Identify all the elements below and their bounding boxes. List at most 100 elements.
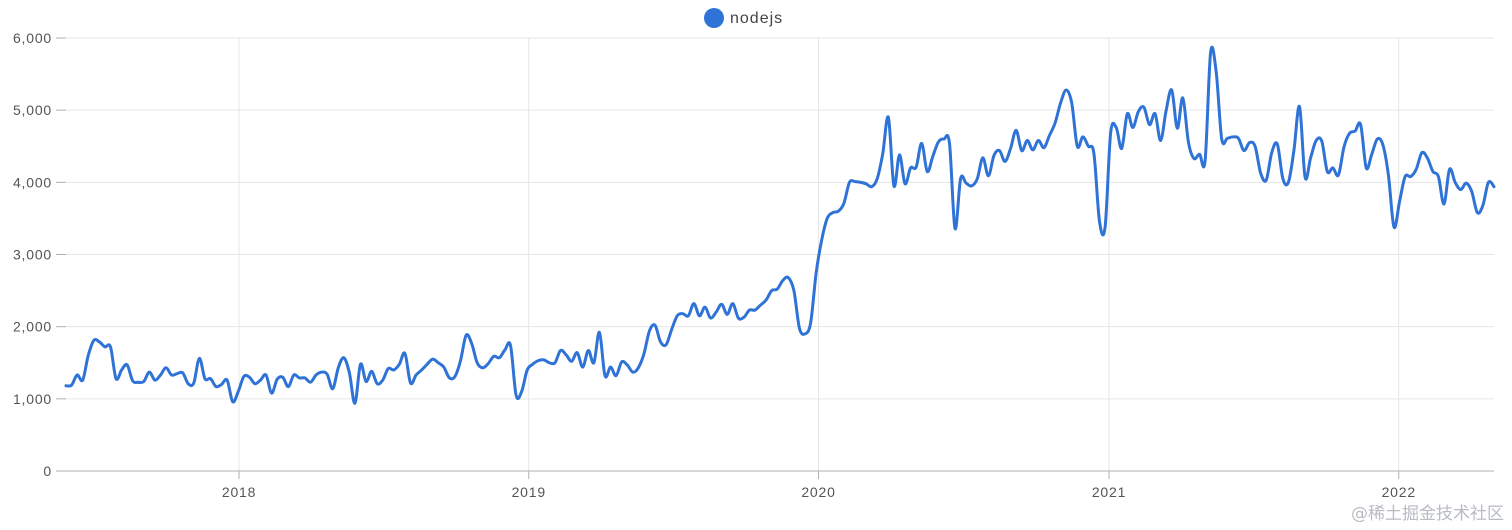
data-point[interactable]	[714, 310, 718, 314]
data-point[interactable]	[1375, 137, 1379, 141]
data-point[interactable]	[1014, 128, 1018, 132]
data-point[interactable]	[1336, 173, 1340, 177]
data-point[interactable]	[697, 314, 701, 318]
data-point[interactable]	[886, 115, 890, 119]
data-point[interactable]	[792, 289, 796, 293]
data-point[interactable]	[209, 377, 213, 381]
data-point[interactable]	[1198, 152, 1202, 156]
data-point[interactable]	[597, 330, 601, 334]
data-point[interactable]	[953, 227, 957, 231]
data-point[interactable]	[1381, 143, 1385, 147]
data-point[interactable]	[370, 369, 374, 373]
data-point[interactable]	[414, 373, 418, 377]
data-point[interactable]	[1242, 149, 1246, 153]
data-point[interactable]	[1286, 180, 1290, 184]
data-point[interactable]	[453, 375, 457, 379]
data-point[interactable]	[514, 393, 518, 397]
data-point[interactable]	[1442, 202, 1446, 206]
data-point[interactable]	[759, 303, 763, 307]
data-point[interactable]	[164, 366, 168, 370]
data-point[interactable]	[1042, 146, 1046, 150]
data-point[interactable]	[397, 362, 401, 366]
data-point[interactable]	[709, 316, 713, 320]
data-point[interactable]	[1009, 146, 1013, 150]
data-point[interactable]	[197, 356, 201, 360]
data-point[interactable]	[236, 390, 240, 394]
data-point[interactable]	[253, 382, 257, 386]
data-point[interactable]	[609, 365, 613, 369]
data-point[interactable]	[1020, 149, 1024, 153]
data-point[interactable]	[1186, 140, 1190, 144]
data-point[interactable]	[592, 361, 596, 365]
data-point[interactable]	[1125, 112, 1129, 116]
data-point[interactable]	[753, 308, 757, 312]
data-point[interactable]	[147, 370, 151, 374]
data-point[interactable]	[1164, 108, 1168, 112]
data-point[interactable]	[1359, 123, 1363, 127]
legend-label-nodejs[interactable]: nodejs	[730, 10, 783, 27]
data-point[interactable]	[825, 216, 829, 220]
data-point[interactable]	[70, 383, 74, 387]
data-point[interactable]	[175, 372, 179, 376]
data-point[interactable]	[875, 177, 879, 181]
data-point[interactable]	[536, 359, 540, 363]
data-point[interactable]	[1459, 188, 1463, 192]
data-point[interactable]	[481, 366, 485, 370]
data-point[interactable]	[1131, 126, 1135, 130]
data-point[interactable]	[275, 377, 279, 381]
data-point[interactable]	[670, 328, 674, 332]
data-point[interactable]	[547, 361, 551, 365]
data-point[interactable]	[520, 390, 524, 394]
data-point[interactable]	[1398, 200, 1402, 204]
data-point[interactable]	[242, 375, 246, 379]
data-point[interactable]	[1325, 170, 1329, 174]
data-point[interactable]	[431, 357, 435, 361]
data-point[interactable]	[359, 362, 363, 366]
data-point[interactable]	[497, 356, 501, 360]
data-point[interactable]	[247, 375, 251, 379]
data-point[interactable]	[1386, 173, 1390, 177]
data-point[interactable]	[225, 378, 229, 382]
data-point[interactable]	[781, 279, 785, 283]
data-point[interactable]	[220, 382, 224, 386]
data-point[interactable]	[214, 385, 218, 389]
data-point[interactable]	[1314, 139, 1318, 143]
data-point[interactable]	[664, 343, 668, 347]
data-point[interactable]	[1253, 144, 1257, 148]
data-point[interactable]	[870, 185, 874, 189]
data-point[interactable]	[153, 378, 157, 382]
data-point[interactable]	[475, 361, 479, 365]
data-point[interactable]	[692, 302, 696, 306]
data-point[interactable]	[409, 381, 413, 385]
data-point[interactable]	[1175, 126, 1179, 130]
data-point[interactable]	[959, 177, 963, 181]
data-point[interactable]	[1436, 175, 1440, 179]
data-point[interactable]	[1048, 133, 1052, 137]
data-point[interactable]	[1292, 148, 1296, 152]
data-point[interactable]	[731, 302, 735, 306]
data-point[interactable]	[1153, 112, 1157, 116]
data-point[interactable]	[392, 368, 396, 372]
data-point[interactable]	[742, 315, 746, 319]
data-point[interactable]	[420, 368, 424, 372]
data-point[interactable]	[581, 365, 585, 369]
data-point[interactable]	[142, 380, 146, 384]
data-point[interactable]	[1453, 180, 1457, 184]
data-point[interactable]	[131, 379, 135, 383]
data-point[interactable]	[192, 381, 196, 385]
data-point[interactable]	[898, 153, 902, 157]
data-point[interactable]	[264, 373, 268, 377]
data-point[interactable]	[336, 366, 340, 370]
data-point[interactable]	[1331, 166, 1335, 170]
data-point[interactable]	[836, 209, 840, 213]
data-point[interactable]	[1214, 70, 1218, 74]
data-point[interactable]	[1236, 136, 1240, 140]
data-point[interactable]	[797, 326, 801, 330]
data-point[interactable]	[1248, 141, 1252, 145]
data-point[interactable]	[1348, 131, 1352, 135]
data-point[interactable]	[75, 373, 79, 377]
data-point[interactable]	[1209, 50, 1213, 54]
data-point[interactable]	[1425, 156, 1429, 160]
data-point[interactable]	[842, 201, 846, 205]
data-point[interactable]	[892, 184, 896, 188]
